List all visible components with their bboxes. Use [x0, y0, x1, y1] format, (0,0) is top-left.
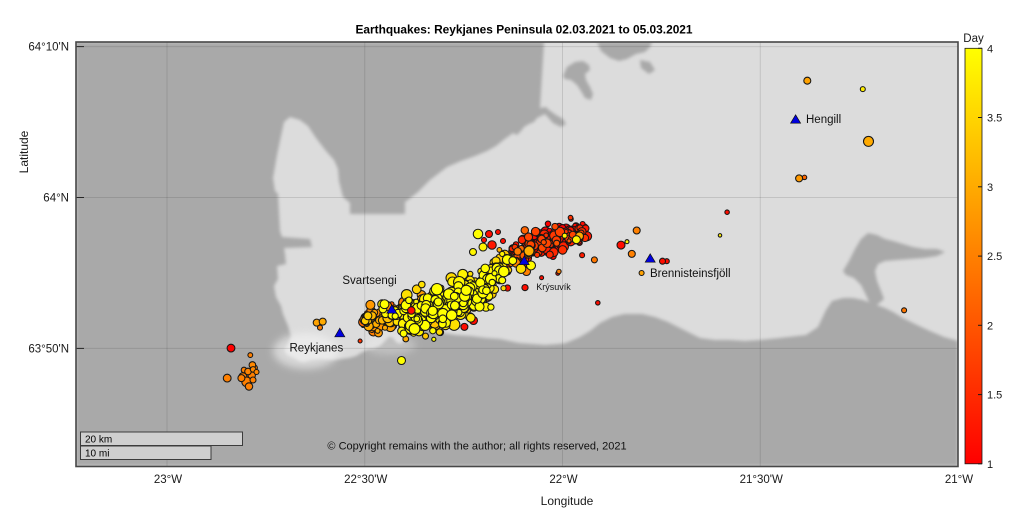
svg-text:23°W: 23°W — [154, 474, 182, 486]
svg-text:1.5: 1.5 — [987, 390, 1002, 402]
svg-text:21°W: 21°W — [945, 474, 973, 486]
svg-text:2.5: 2.5 — [987, 251, 1002, 263]
svg-text:Latitude: Latitude — [17, 130, 31, 173]
svg-text:Svartsengi: Svartsengi — [342, 275, 396, 287]
svg-text:Brennisteinsfjöll: Brennisteinsfjöll — [650, 268, 731, 280]
svg-text:Longitude: Longitude — [541, 494, 594, 508]
svg-text:Day: Day — [963, 33, 984, 45]
svg-text:4: 4 — [987, 43, 993, 55]
svg-text:2: 2 — [987, 320, 993, 332]
svg-text:© Copyright remains with the a: © Copyright remains with the author; all… — [327, 441, 626, 453]
svg-text:Earthquakes: Reykjanes Peninsu: Earthquakes: Reykjanes Peninsula 02.03.2… — [355, 23, 692, 37]
svg-text:63°50'N: 63°50'N — [28, 343, 69, 355]
svg-text:64°10'N: 64°10'N — [28, 42, 69, 54]
svg-text:22°30'W: 22°30'W — [344, 474, 387, 486]
svg-text:Reykjanes: Reykjanes — [290, 343, 344, 355]
svg-text:1: 1 — [987, 459, 993, 471]
svg-text:64°N: 64°N — [43, 193, 69, 205]
svg-text:Hengill: Hengill — [806, 114, 841, 126]
svg-text:Krýsuvík: Krýsuvík — [536, 282, 571, 292]
svg-text:3.5: 3.5 — [987, 113, 1002, 125]
svg-text:3: 3 — [987, 182, 993, 194]
svg-text:20 km: 20 km — [85, 435, 112, 446]
svg-text:10 mi: 10 mi — [85, 449, 109, 460]
svg-text:22°W: 22°W — [549, 474, 577, 486]
svg-text:21°30'W: 21°30'W — [740, 474, 783, 486]
